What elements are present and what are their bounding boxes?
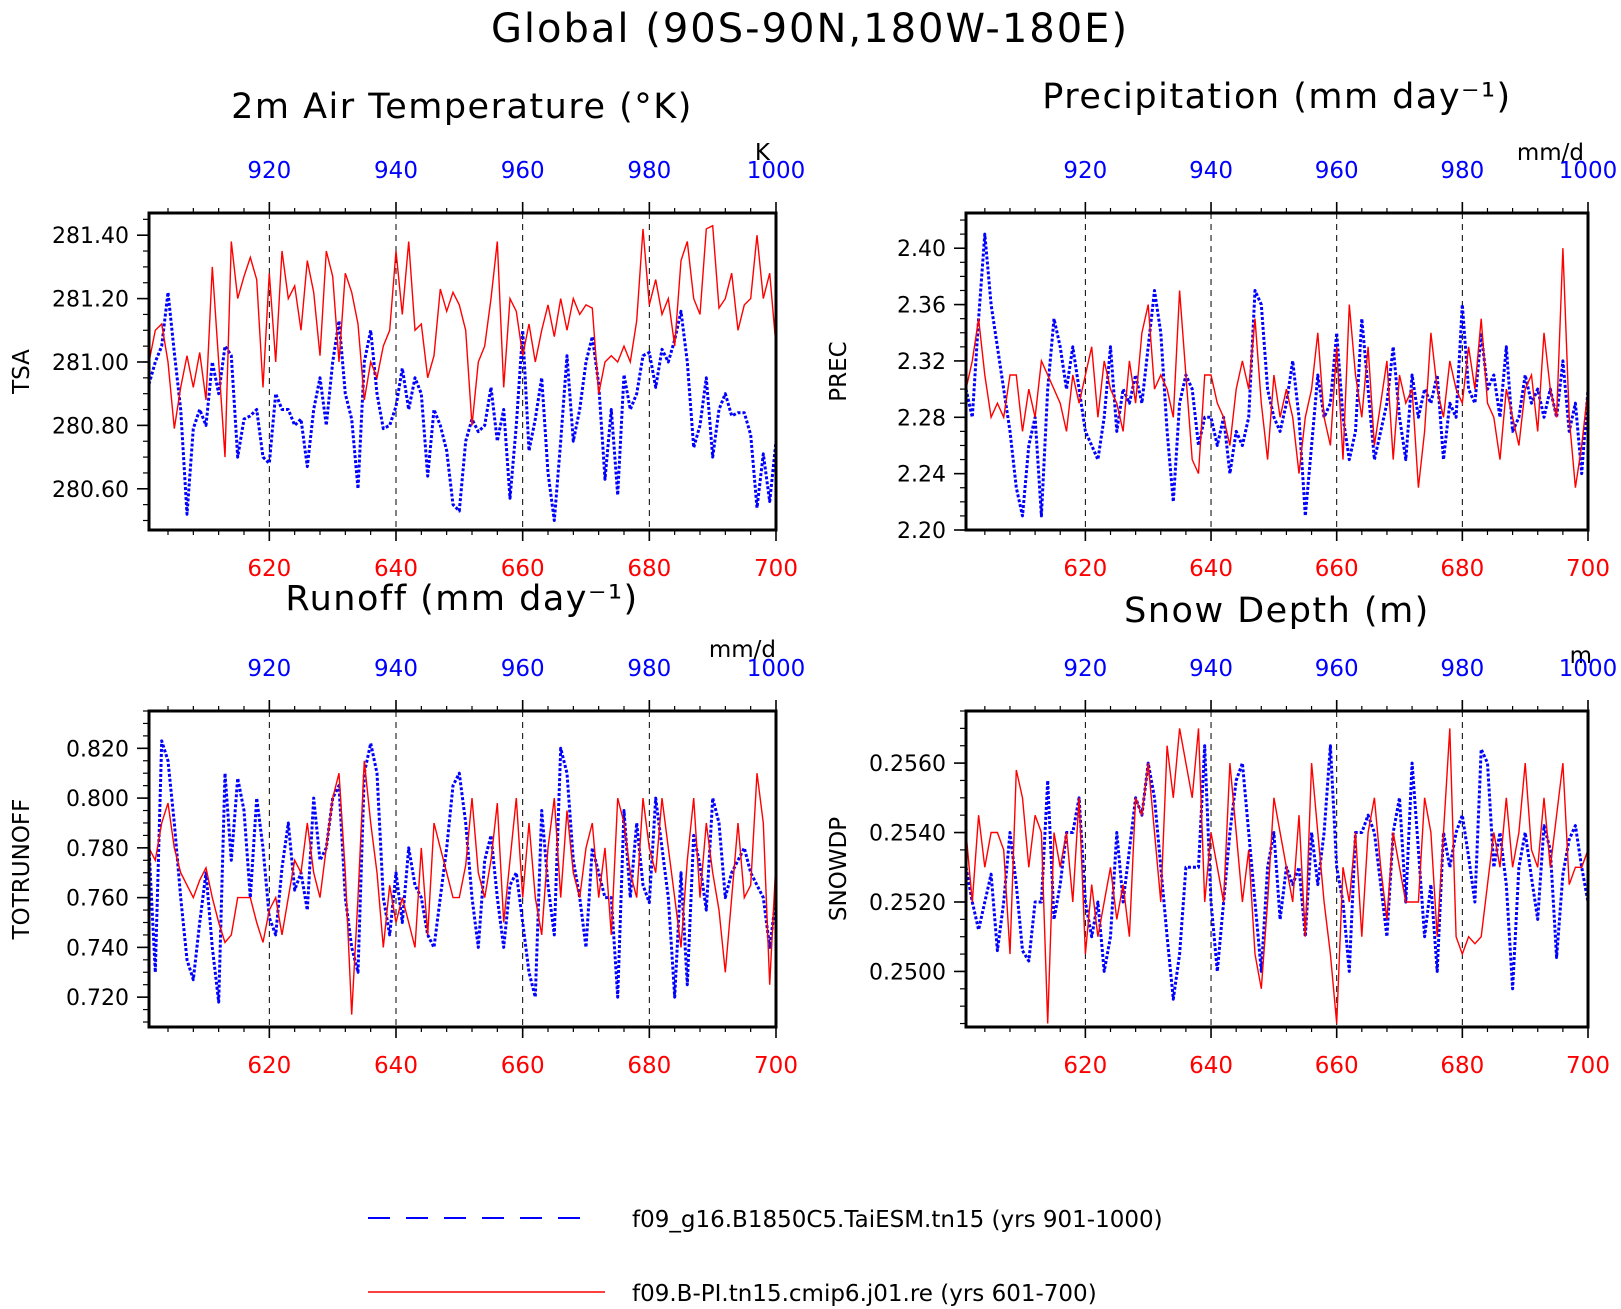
y-tick-label: 2.24 bbox=[897, 463, 946, 488]
y-axis-label: TOTRUNOFF bbox=[9, 799, 35, 941]
x-tick-label-bottom: 680 bbox=[1440, 556, 1484, 582]
x-tick-label-bottom: 640 bbox=[374, 556, 418, 582]
legend-label-series-a: f09_g16.B1850C5.TaiESM.tn15 (yrs 901-100… bbox=[632, 1207, 1163, 1233]
series-line-a bbox=[147, 290, 778, 522]
chart-panel-tsa: 2m Air Temperature (°K) K TSA 280.60 280.80 2… bbox=[9, 87, 805, 582]
y-tick-label: 281.00 bbox=[52, 351, 129, 376]
y-tick-label: 0.780 bbox=[66, 837, 129, 862]
x-tick-label-bottom: 640 bbox=[374, 1053, 418, 1079]
y-tick-label: 2.36 bbox=[897, 294, 946, 319]
y-axis-label: SNOWDP bbox=[826, 817, 852, 921]
y-tick-label: 0.2560 bbox=[869, 752, 946, 777]
x-tick-label-top: 940 bbox=[1189, 656, 1233, 682]
panel-title: Precipitation (mm day⁻¹) bbox=[1042, 77, 1511, 117]
panel-units-label: mm/d bbox=[1517, 140, 1584, 166]
panel-title: Snow Depth (m) bbox=[1124, 591, 1430, 631]
x-tick-label-top: 980 bbox=[1440, 158, 1484, 184]
x-tick-label-top: 960 bbox=[1315, 158, 1359, 184]
y-tick-label: 0.2540 bbox=[869, 822, 946, 847]
x-tick-label-bottom: 700 bbox=[1566, 1053, 1610, 1079]
x-tick-label-top: 940 bbox=[1189, 158, 1233, 184]
figure-title: Global (90S-90N,180W-180E) bbox=[491, 6, 1129, 52]
x-tick-label-top: 920 bbox=[1063, 656, 1107, 682]
y-tick-label: 2.20 bbox=[897, 519, 946, 544]
x-tick-label-bottom: 700 bbox=[754, 556, 798, 582]
y-tick-label: 2.32 bbox=[897, 350, 946, 375]
x-tick-label-bottom: 620 bbox=[1063, 1053, 1107, 1079]
x-tick-label-bottom: 640 bbox=[1189, 1053, 1233, 1079]
x-tick-label-bottom: 680 bbox=[1440, 1053, 1484, 1079]
x-tick-label-bottom: 660 bbox=[1315, 556, 1359, 582]
x-tick-label-top: 920 bbox=[1063, 158, 1107, 184]
legend-label-series-b: f09.B-PI.tn15.cmip6.j01.re (yrs 601-700) bbox=[632, 1281, 1097, 1307]
plot-frame bbox=[147, 709, 778, 1029]
y-axis-label: PREC bbox=[826, 341, 852, 401]
y-tick-label: 281.20 bbox=[52, 288, 129, 313]
y-tick-label: 0.760 bbox=[66, 887, 129, 912]
x-tick-label-top: 1000 bbox=[747, 656, 806, 682]
y-tick-label: 0.2500 bbox=[869, 960, 946, 985]
panel-title: Runoff (mm day⁻¹) bbox=[285, 579, 638, 619]
plot-frame bbox=[964, 211, 1590, 532]
x-tick-label-top: 960 bbox=[1315, 656, 1359, 682]
x-tick-label-top: 980 bbox=[627, 158, 671, 184]
x-tick-label-bottom: 620 bbox=[247, 556, 291, 582]
series-line-a bbox=[964, 232, 1590, 518]
plot-frame bbox=[964, 709, 1590, 1029]
x-tick-label-top: 1000 bbox=[747, 158, 806, 184]
x-tick-label-top: 920 bbox=[247, 656, 291, 682]
x-tick-label-bottom: 660 bbox=[501, 1053, 545, 1079]
series-line-a bbox=[147, 739, 778, 1004]
y-tick-label: 0.740 bbox=[66, 936, 129, 961]
series-line-b bbox=[148, 760, 777, 1015]
plot-frame bbox=[147, 211, 778, 532]
x-tick-label-bottom: 640 bbox=[1189, 556, 1233, 582]
x-tick-label-bottom: 660 bbox=[1315, 1053, 1359, 1079]
y-tick-label: 280.80 bbox=[52, 414, 129, 439]
legend: f09_g16.B1850C5.TaiESM.tn15 (yrs 901-100… bbox=[368, 1207, 1163, 1307]
panel-units-label: K bbox=[755, 140, 771, 166]
x-tick-label-top: 980 bbox=[627, 656, 671, 682]
series-line-b bbox=[965, 728, 1589, 1024]
x-tick-label-top: 1000 bbox=[1559, 656, 1618, 682]
y-tick-label: 0.2520 bbox=[869, 891, 946, 916]
x-tick-label-bottom: 700 bbox=[1566, 556, 1610, 582]
chart-panel-snowdp: Snow Depth (m) m SNOWDP 0.2500 0.2520 0.2540 0… bbox=[826, 591, 1617, 1079]
y-axis-label: TSA bbox=[9, 349, 35, 395]
y-tick-label: 280.60 bbox=[52, 478, 129, 503]
series-line-b bbox=[148, 224, 777, 458]
series-line-b bbox=[965, 248, 1589, 488]
x-tick-label-bottom: 620 bbox=[247, 1053, 291, 1079]
x-tick-label-top: 980 bbox=[1440, 656, 1484, 682]
panel-title: 2m Air Temperature (°K) bbox=[231, 87, 693, 127]
panel-units-label: mm/d bbox=[709, 637, 776, 663]
x-tick-label-top: 940 bbox=[374, 158, 418, 184]
series-line-a bbox=[964, 744, 1590, 1001]
panel-units-label: m bbox=[1570, 643, 1592, 669]
y-tick-label: 0.720 bbox=[66, 986, 129, 1011]
x-tick-label-bottom: 620 bbox=[1063, 556, 1107, 582]
chart-panel-prec: Precipitation (mm day⁻¹)mm/d PREC 2.20 2.24… bbox=[826, 77, 1617, 582]
x-tick-label-top: 960 bbox=[501, 656, 545, 682]
chart-panel-totrunoff: Runoff (mm day⁻¹) mm/d TOTRUNOFF 0.720 0.740… bbox=[9, 579, 805, 1079]
y-tick-label: 0.820 bbox=[66, 737, 129, 762]
chart-panels: 2m Air Temperature (°K) K TSA 280.60 280.80 2… bbox=[9, 77, 1617, 1079]
x-tick-label-top: 940 bbox=[374, 656, 418, 682]
y-tick-label: 281.40 bbox=[52, 224, 129, 249]
x-tick-label-top: 960 bbox=[501, 158, 545, 184]
y-tick-label: 0.800 bbox=[66, 787, 129, 812]
x-tick-label-bottom: 700 bbox=[754, 1053, 798, 1079]
x-tick-label-bottom: 660 bbox=[501, 556, 545, 582]
y-tick-label: 2.28 bbox=[897, 406, 946, 431]
x-tick-label-top: 920 bbox=[247, 158, 291, 184]
x-tick-label-bottom: 680 bbox=[627, 1053, 671, 1079]
x-tick-label-top: 1000 bbox=[1559, 158, 1618, 184]
x-tick-label-bottom: 680 bbox=[627, 556, 671, 582]
y-tick-label: 2.40 bbox=[897, 237, 946, 262]
